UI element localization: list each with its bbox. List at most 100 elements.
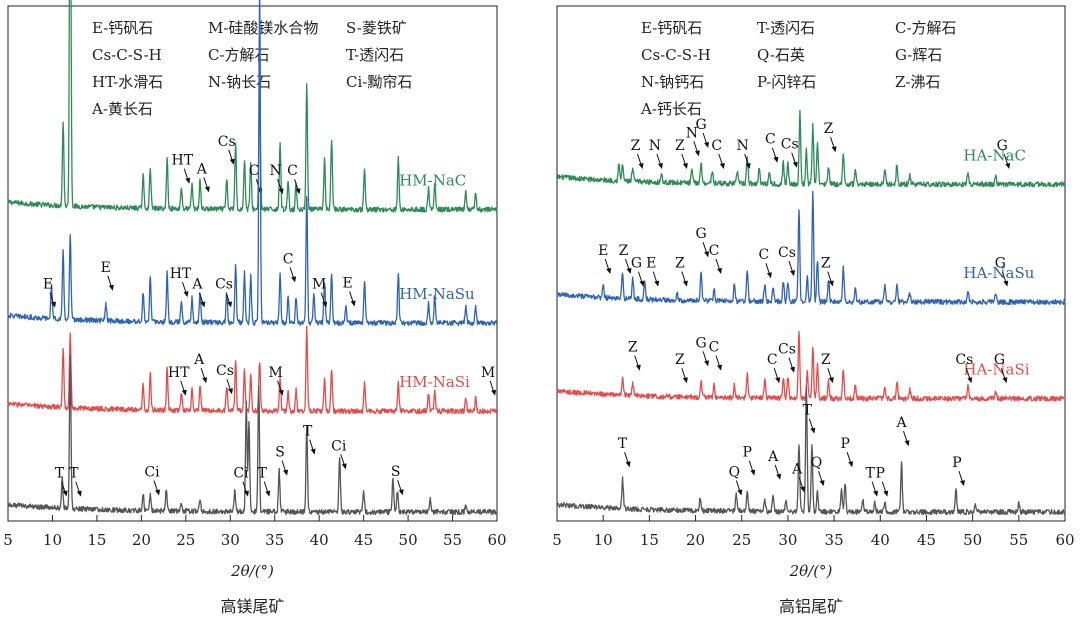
x-tick-label: 10: [594, 531, 613, 549]
phase-arrowhead: [229, 158, 235, 165]
phase-label-n: N: [737, 138, 749, 154]
phase-arrowhead: [310, 448, 316, 455]
phase-label-c: C: [709, 243, 720, 259]
series-trace-hm-nac: [7, 0, 498, 213]
phase-label-g: G: [695, 226, 706, 242]
x-tick-label: 15: [640, 531, 659, 549]
phase-arrowhead: [625, 461, 631, 468]
phase-arrowhead: [766, 272, 772, 279]
phase-arrowhead: [183, 291, 189, 298]
phase-label-e: E: [646, 256, 656, 272]
x-tick-label: 55: [443, 531, 462, 549]
phase-arrowhead: [704, 142, 710, 148]
panel-high-aluminum-tailings: 5 10 15 20 25 30 35 40 45 50 55 60 2θ/(°) 高铝尾矿 E-钙矾石 T-…: [552, 5, 1075, 616]
x-tick-label: 35: [265, 531, 284, 549]
phase-label-n: N: [269, 163, 281, 179]
phase-arrowhead: [350, 300, 356, 307]
phase-arrowhead: [967, 377, 973, 384]
legend-entry: N-钠长石: [208, 73, 271, 91]
phase-label-t: T: [618, 436, 628, 452]
phase-arrowhead: [204, 186, 210, 193]
phase-label-a: A: [191, 277, 203, 293]
phase-arrowhead: [491, 389, 497, 396]
phase-label-z: Z: [824, 121, 834, 137]
phase-label-m: M: [481, 365, 495, 381]
phase-arrowhead: [108, 284, 114, 291]
legend-entry: P-闪锌石: [757, 73, 816, 91]
legend-entry: HT-水滑石: [92, 73, 163, 91]
series-trace-hm-nasi: [7, 325, 498, 415]
phase-arrowhead: [828, 377, 834, 384]
phase-label-g: G: [994, 352, 1005, 368]
series-name: HA-NaSu: [963, 264, 1034, 282]
x-axis-label: 2θ/(°): [789, 562, 833, 580]
x-tick-label: 5: [3, 531, 13, 549]
phase-label-a: A: [767, 449, 779, 465]
x-tick-label: 50: [963, 531, 982, 549]
phase-arrowhead: [873, 490, 879, 497]
phase-label-m: M: [268, 365, 282, 381]
phase-arrowhead: [819, 480, 825, 487]
phase-arrowhead: [278, 188, 284, 195]
phase-label-cs: Cs: [778, 342, 796, 358]
x-tick-label: 40: [871, 531, 890, 549]
phase-label-ci: Ci: [144, 465, 160, 481]
phase-arrowhead: [775, 377, 781, 384]
phase-label-p: P: [840, 436, 849, 452]
plot-frame: [556, 5, 1066, 522]
x-tick-label: 45: [917, 531, 936, 549]
phase-arrowhead: [773, 156, 779, 163]
phase-arrowhead: [704, 360, 710, 367]
phase-label-c: C: [283, 251, 294, 267]
phase-label-g: G: [997, 138, 1008, 154]
phase-arrowhead: [62, 490, 68, 497]
x-tick-label: 25: [176, 531, 195, 549]
series-trace-ha-nasu: [556, 190, 1066, 306]
phase-arrowhead: [1002, 377, 1008, 384]
phase-arrowhead: [227, 388, 233, 395]
legend-entry: S-菱铁矿: [346, 19, 407, 37]
phase-arrowhead: [283, 469, 289, 476]
phase-arrowhead: [606, 268, 612, 274]
phase-arrowhead: [737, 489, 743, 496]
legend-entry: M-硅酸镁水合物: [208, 19, 318, 37]
phase-label-z: Z: [821, 352, 831, 368]
phase-arrowhead: [959, 480, 965, 487]
phase-label-z: Z: [619, 243, 629, 259]
series-trace-raw-tailings: [7, 354, 498, 516]
series-trace-ha-nasi: [556, 330, 1066, 402]
phase-label-e: E: [343, 276, 353, 292]
phase-label-s: S: [391, 464, 401, 480]
legend-entry: Ci-黝帘石: [346, 73, 412, 91]
phase-arrowhead: [682, 377, 688, 384]
phase-label-z: Z: [675, 352, 685, 368]
phase-label-z: Z: [631, 138, 641, 154]
phase-arrowhead: [789, 366, 795, 373]
series-name: HA-NaSi: [963, 361, 1029, 379]
phase-arrowhead: [800, 486, 806, 493]
phase-arrowhead: [76, 490, 82, 497]
x-tick-label: 45: [354, 531, 373, 549]
phase-label-z: Z: [675, 256, 685, 272]
phase-label-t: T: [303, 424, 313, 440]
phase-label-n: N: [649, 138, 661, 154]
phase-arrowhead: [831, 146, 837, 153]
legend-entry: N-钠钙石: [641, 73, 704, 91]
phase-label-z: Z: [628, 340, 638, 356]
phase-arrowhead: [291, 276, 297, 283]
series-trace-hm-nasu: [7, 0, 498, 327]
legend-entry: Q-石英: [757, 46, 805, 64]
phase-label-t: T: [69, 466, 79, 482]
x-axis-label: 2θ/(°): [230, 562, 274, 580]
phase-label-c: C: [711, 138, 722, 154]
phase-label-a: A: [895, 415, 907, 431]
phase-arrowhead: [322, 301, 328, 308]
legend-entry: E-钙矾石: [641, 19, 702, 37]
legend-entry: C-方解石: [208, 46, 270, 64]
phase-arrowhead: [717, 268, 723, 274]
phase-arrowhead: [398, 489, 404, 496]
phase-arrowhead: [828, 280, 834, 287]
phase-label-a: A: [791, 461, 803, 477]
phase-arrowhead: [682, 280, 688, 287]
phase-label-c: C: [287, 163, 298, 179]
